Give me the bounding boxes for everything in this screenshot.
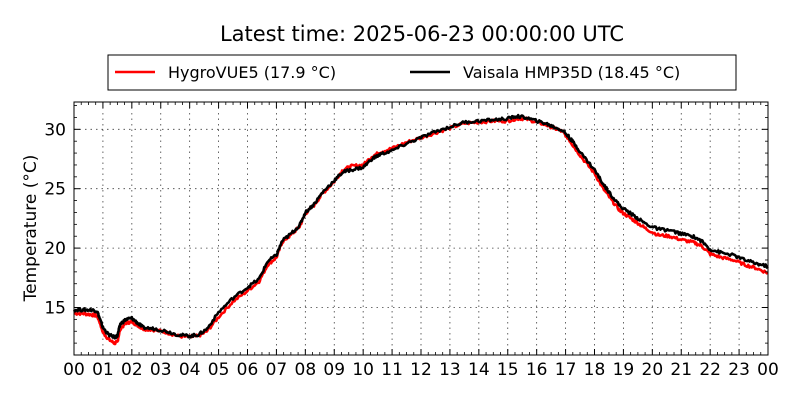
y-axis-label: Temperature (°C) (21, 155, 41, 303)
x-tick-label: 08 (295, 360, 317, 380)
y-tick-label: 25 (44, 180, 66, 200)
ticks: 00 01 02 03 04 05 06 07 08 09 10 11 12 13 14 15 16 17 18 19… (44, 102, 779, 380)
x-tick-label: 04 (179, 360, 201, 380)
x-tick-label: 01 (92, 360, 114, 380)
grid (74, 102, 768, 355)
x-tick-label: 11 (381, 360, 403, 380)
x-tick-label: 12 (410, 360, 432, 380)
legend-label-hygrovue5: HygroVUE5 (17.9 °C) (168, 63, 336, 82)
series-line-hygrovue5 (73, 116, 769, 346)
x-tick-label: 00 (757, 360, 779, 380)
x-tick-label: 21 (670, 360, 692, 380)
x-tick-label: 09 (323, 360, 345, 380)
legend-label-vaisala: Vaisala HMP35D (18.45 °C) (463, 63, 680, 82)
x-tick-label: 14 (468, 360, 490, 380)
series-line-vaisala (72, 113, 769, 340)
x-tick-label: 07 (266, 360, 288, 380)
chart-title: Latest time: 2025-06-23 00:00:00 UTC (220, 22, 624, 46)
x-tick-label: 00 (63, 360, 85, 380)
x-tick-label: 13 (439, 360, 461, 380)
series-group (72, 113, 769, 346)
x-tick-label: 06 (237, 360, 259, 380)
y-tick-label: 30 (44, 120, 66, 140)
x-tick-label: 03 (150, 360, 172, 380)
x-tick-label: 18 (584, 360, 606, 380)
x-tick-label: 17 (555, 360, 577, 380)
y-tick-label: 20 (44, 239, 66, 259)
x-tick-label: 22 (699, 360, 721, 380)
x-tick-label: 16 (526, 360, 548, 380)
x-tick-label: 20 (642, 360, 664, 380)
y-tick-label: 15 (44, 298, 66, 318)
x-tick-label: 02 (121, 360, 143, 380)
x-tick-label: 10 (352, 360, 374, 380)
plot-frame (73, 101, 769, 356)
legend: HygroVUE5 (17.9 °C) Vaisala HMP35D (18.4… (107, 54, 737, 91)
x-tick-label: 19 (613, 360, 635, 380)
x-tick-label: 23 (728, 360, 750, 380)
x-tick-label: 05 (208, 360, 230, 380)
x-tick-label: 15 (497, 360, 519, 380)
